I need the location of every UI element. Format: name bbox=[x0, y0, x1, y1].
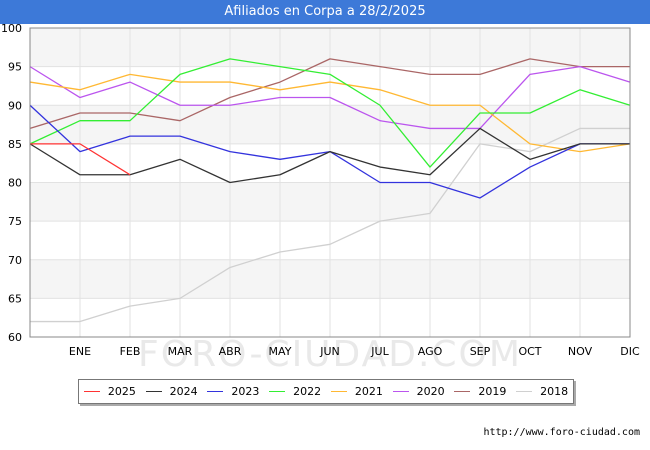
legend-label: 2025 bbox=[107, 385, 136, 398]
y-tick-label: 85 bbox=[8, 138, 22, 151]
x-tick-label: SEP bbox=[470, 345, 491, 358]
series-line-2025 bbox=[30, 143, 131, 176]
legend-item-2019: 2019 bbox=[454, 385, 506, 398]
legend-swatch bbox=[330, 391, 347, 392]
legend-item-2025: 2025 bbox=[83, 385, 136, 398]
legend-label: 2019 bbox=[478, 385, 507, 398]
x-tick-label: JUN bbox=[319, 345, 340, 358]
legend-swatch bbox=[145, 391, 162, 392]
x-tick-label: MAR bbox=[168, 345, 193, 358]
x-tick-label: ENE bbox=[69, 345, 91, 358]
legend-label: 2018 bbox=[540, 385, 569, 398]
plot-border bbox=[29, 27, 631, 338]
legend-label: 2024 bbox=[169, 385, 198, 398]
legend-label: 2020 bbox=[416, 385, 445, 398]
legend-label: 2023 bbox=[231, 385, 260, 398]
x-axis: ENE FEB MAR ABR MAY JUN JUL AGO SEP OCT NOV DIC bbox=[69, 345, 640, 358]
legend: 2025 2024 2023 2022 2021 2020 2019 2018 bbox=[78, 379, 574, 404]
y-tick-label: 65 bbox=[8, 292, 22, 305]
x-tick-label: AGO bbox=[418, 345, 443, 358]
legend-swatch bbox=[269, 391, 286, 392]
legend-swatch bbox=[454, 391, 471, 392]
legend-item-2023: 2023 bbox=[207, 385, 259, 398]
series-line-2019 bbox=[29, 58, 630, 130]
y-tick-label: 100 bbox=[1, 22, 22, 35]
x-tick-label: NOV bbox=[568, 345, 593, 358]
series-line-2021 bbox=[29, 73, 631, 153]
legend-swatch bbox=[392, 391, 409, 392]
chart-title: Afiliados en Corpa a 28/2/2025 bbox=[0, 0, 650, 24]
series-line-2018 bbox=[30, 127, 630, 323]
y-axis: 60 65 70 75 80 85 90 95 100 bbox=[1, 22, 22, 344]
y-tick-label: 80 bbox=[8, 177, 22, 190]
legend-item-2021: 2021 bbox=[330, 385, 383, 398]
y-tick-label: 90 bbox=[8, 99, 22, 112]
y-tick-label: 75 bbox=[8, 215, 22, 228]
series-line-2022 bbox=[29, 58, 631, 168]
x-tick-label: OCT bbox=[518, 345, 541, 358]
y-tick-label: 70 bbox=[8, 254, 22, 267]
y-tick-label: 95 bbox=[8, 61, 22, 74]
legend-label: 2021 bbox=[354, 385, 383, 398]
legend-label: 2022 bbox=[293, 385, 322, 398]
series-lines bbox=[29, 58, 631, 323]
y-tick-label: 60 bbox=[8, 331, 22, 344]
legend-item-2024: 2024 bbox=[145, 385, 198, 398]
series-line-2020 bbox=[29, 65, 631, 130]
x-tick-label: DIC bbox=[620, 345, 640, 358]
legend-swatch bbox=[207, 391, 224, 392]
legend-item-2022: 2022 bbox=[269, 385, 321, 398]
source-url: http://www.foro-ciudad.com bbox=[483, 427, 640, 438]
x-tick-label: FEB bbox=[120, 345, 141, 358]
x-tick-label: JUL bbox=[370, 345, 389, 358]
x-tick-label: MAY bbox=[269, 345, 292, 358]
watermark: FORO-CIUDAD.COM bbox=[138, 334, 522, 375]
x-tick-label: ABR bbox=[219, 345, 242, 358]
legend-swatch bbox=[516, 391, 533, 392]
legend-item-2018: 2018 bbox=[516, 385, 568, 398]
legend-swatch bbox=[83, 391, 100, 392]
legend-item-2020: 2020 bbox=[392, 385, 445, 398]
